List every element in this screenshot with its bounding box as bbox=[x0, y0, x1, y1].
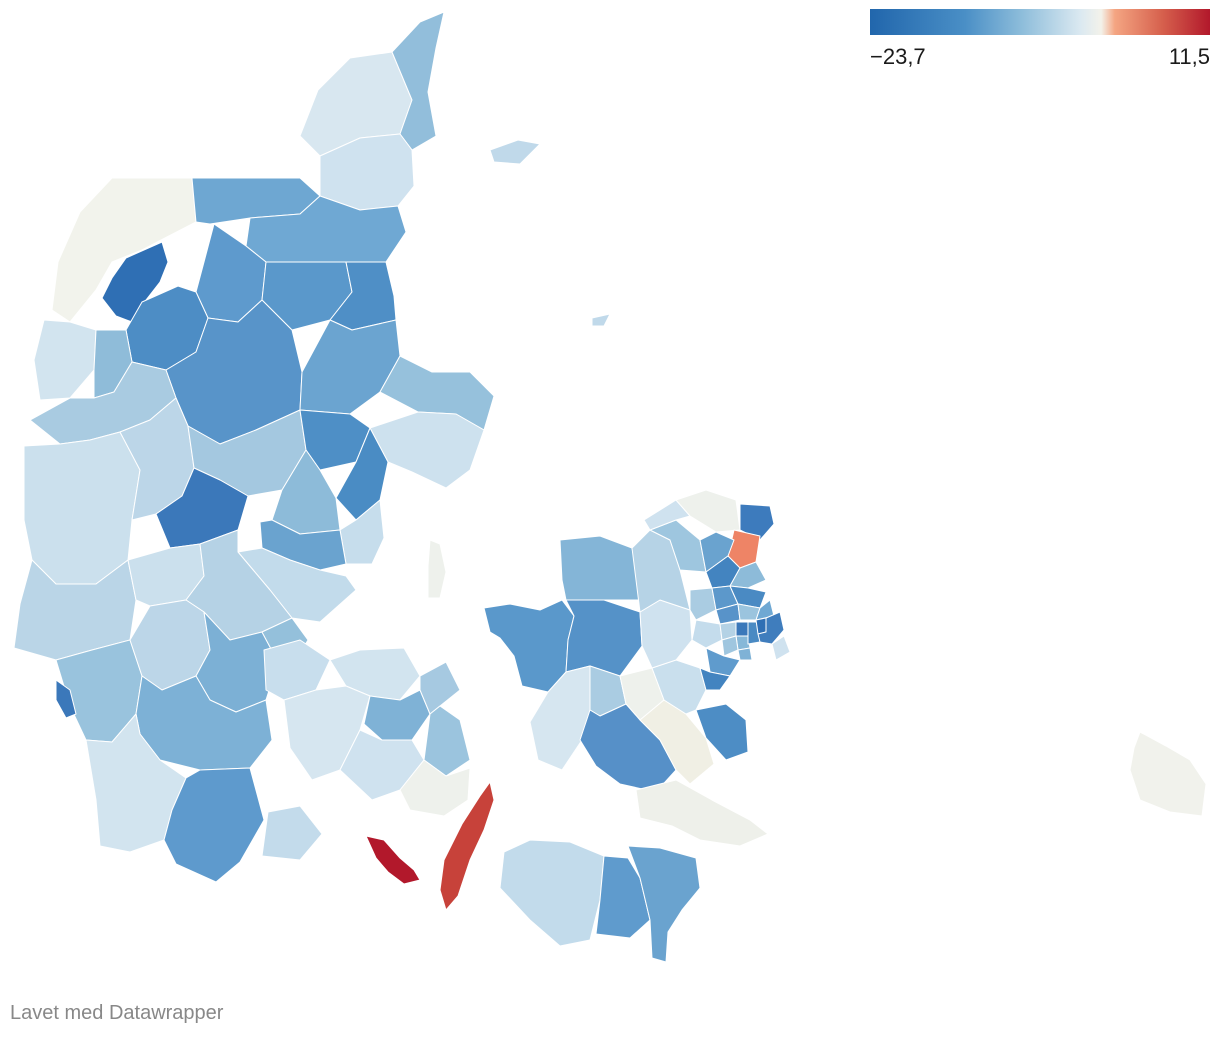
region-bornholm[interactable] bbox=[1129, 731, 1207, 817]
region-glostrup[interactable] bbox=[735, 621, 749, 637]
region-stevns[interactable] bbox=[695, 703, 749, 761]
region-odense[interactable] bbox=[363, 689, 431, 741]
region-lolland[interactable] bbox=[499, 839, 605, 947]
region-randers[interactable] bbox=[299, 319, 401, 415]
region-koege[interactable] bbox=[651, 659, 707, 715]
region-langeland[interactable] bbox=[439, 781, 495, 911]
region-ishoej[interactable] bbox=[721, 635, 739, 657]
color-legend: −23,7 11,5 bbox=[870, 9, 1210, 70]
region-hilleroed[interactable] bbox=[699, 531, 735, 573]
region-lyngby[interactable] bbox=[729, 585, 767, 609]
legend-min-label: −23,7 bbox=[870, 44, 926, 69]
region-roskilde[interactable] bbox=[639, 599, 693, 669]
region-greve[interactable] bbox=[705, 647, 741, 677]
region-hoeje-taastrup[interactable] bbox=[691, 619, 723, 649]
region-frederiksberg[interactable] bbox=[755, 617, 767, 635]
region-soenderborg[interactable] bbox=[261, 805, 323, 861]
region-koebenhavn[interactable] bbox=[757, 611, 785, 645]
region-holbaek[interactable] bbox=[559, 535, 643, 601]
region-anholt[interactable] bbox=[591, 313, 611, 327]
region-taarnby[interactable] bbox=[771, 635, 791, 661]
region-fanoe[interactable] bbox=[55, 679, 77, 719]
region-aeroe[interactable] bbox=[365, 835, 421, 885]
region-solroed[interactable] bbox=[699, 667, 731, 691]
region-gribskov[interactable] bbox=[675, 489, 741, 533]
region-hoersholm[interactable] bbox=[729, 561, 767, 589]
region-halsnaes[interactable] bbox=[643, 499, 691, 531]
region-guldborgsund-west[interactable] bbox=[595, 855, 651, 939]
region-samsoe[interactable] bbox=[427, 539, 447, 599]
legend-gradient-bar bbox=[870, 9, 1210, 35]
region-svendborg[interactable] bbox=[399, 759, 471, 817]
region-lemvig[interactable] bbox=[33, 319, 97, 401]
region-vordingborg[interactable] bbox=[635, 779, 769, 847]
region-kalundborg[interactable] bbox=[565, 599, 643, 677]
footer-credit: Lavet med Datawrapper bbox=[10, 1002, 224, 1024]
region-vallensbaek[interactable] bbox=[737, 647, 753, 661]
region-aabenraa[interactable] bbox=[163, 767, 265, 883]
region-frederikshavn[interactable] bbox=[391, 11, 445, 151]
region-faaborg-midtfyn[interactable] bbox=[339, 729, 425, 801]
legend-max-label: 11,5 bbox=[1168, 44, 1210, 69]
region-helsingoer[interactable] bbox=[739, 503, 775, 541]
map-land bbox=[13, 11, 1207, 963]
region-ringkoebing-skjern[interactable] bbox=[23, 431, 141, 585]
region-laesoe[interactable] bbox=[489, 139, 541, 165]
region-guldborgsund-east[interactable] bbox=[627, 845, 701, 963]
region-egedal[interactable] bbox=[689, 587, 717, 621]
region-syddjurs[interactable] bbox=[369, 411, 485, 489]
